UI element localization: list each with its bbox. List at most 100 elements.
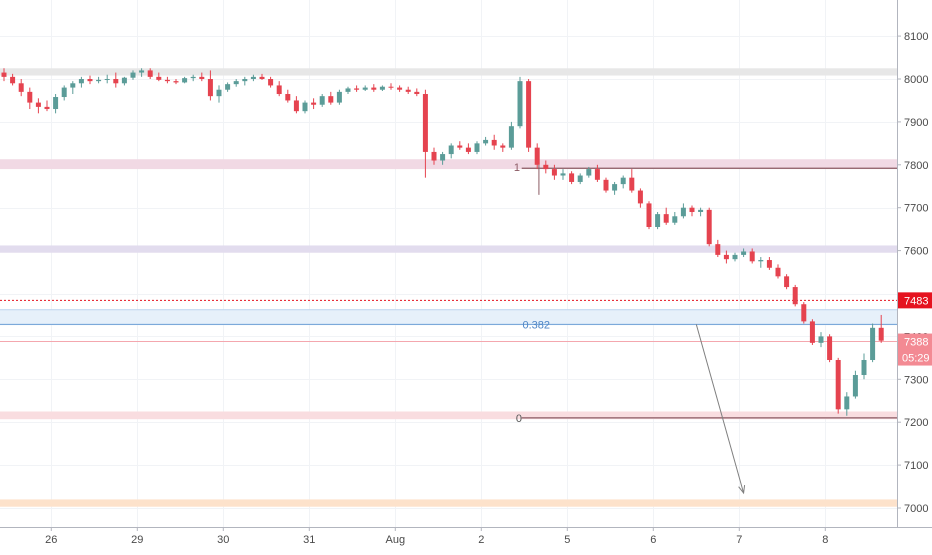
candle [474, 141, 480, 155]
candle [483, 136, 489, 146]
time-tick-label: 5 [564, 534, 570, 546]
candle [827, 334, 833, 363]
candle [749, 248, 755, 264]
candle-body [551, 169, 557, 176]
candle-body [749, 251, 755, 262]
candle [113, 72, 119, 88]
candle-body [603, 179, 609, 191]
candle [698, 207, 704, 217]
candle-body [483, 139, 489, 144]
countdown-label: 05:29 [902, 353, 930, 365]
candle [766, 257, 772, 270]
price-tick-label: 7200 [904, 417, 928, 429]
candle-body [827, 336, 833, 360]
candle [517, 76, 523, 129]
candle [844, 392, 850, 416]
candle-body [792, 287, 798, 305]
candle-body [405, 89, 411, 92]
candle-body [242, 79, 248, 82]
candle-body [207, 79, 213, 97]
candle [44, 100, 50, 112]
candle [388, 83, 394, 90]
candle [173, 79, 179, 85]
candle-body [517, 81, 523, 127]
time-tick-label: 6 [650, 534, 656, 546]
candle-body [706, 209, 712, 245]
candle [586, 166, 592, 178]
candle-body [663, 214, 669, 223]
price-axis[interactable]: 8100800079007800770076007400730072007100… [897, 31, 928, 515]
candle-body [319, 96, 325, 105]
candle [852, 370, 858, 399]
projection-arrow-line [695, 324, 745, 494]
price-tick-label: 8000 [904, 74, 928, 86]
candle-body [620, 177, 626, 185]
candle-body [216, 89, 222, 97]
candle-body [259, 76, 265, 79]
candle-body [784, 276, 790, 288]
candle [414, 88, 420, 97]
candle-body [104, 79, 110, 80]
candle-body [96, 79, 102, 82]
candle [629, 169, 635, 193]
candle [577, 173, 583, 185]
candle-body [835, 359, 841, 410]
candle-body [655, 214, 661, 228]
candle [801, 302, 807, 324]
candle [268, 76, 274, 88]
time-tick-label: Aug [386, 534, 406, 546]
time-tick-label: 8 [822, 534, 828, 546]
candle-body [233, 81, 239, 85]
candle-body [388, 86, 394, 88]
candle-body [732, 254, 738, 260]
candle-body [379, 86, 385, 90]
candle-body [801, 304, 807, 322]
candle [861, 353, 867, 380]
candle-body [78, 79, 84, 84]
time-axis[interactable]: 26 29 30 31 Aug 2 5 6 7 8 [45, 527, 828, 546]
candle-body [35, 102, 41, 107]
candle-body [543, 164, 549, 170]
candle [1, 68, 7, 82]
candle-body [302, 102, 308, 112]
candle [225, 82, 231, 92]
candle-body [715, 244, 721, 255]
candle-body [844, 396, 850, 410]
candle-body [61, 87, 67, 98]
candle-body [491, 139, 497, 146]
candle [259, 73, 265, 80]
candle-body [182, 78, 188, 83]
candle [405, 86, 411, 95]
fib-0382-label: 0.382 [522, 319, 550, 331]
candle [293, 96, 299, 114]
candle [792, 284, 798, 307]
time-tick-label: 2 [478, 534, 484, 546]
candle [655, 211, 661, 230]
candle [96, 76, 102, 84]
candle [302, 100, 308, 114]
candle [620, 175, 626, 189]
candle-body [422, 94, 428, 152]
candle [560, 169, 566, 180]
candle-body [870, 327, 876, 360]
candle [680, 203, 686, 219]
last-price-tag [898, 333, 932, 366]
candle-body [354, 88, 360, 90]
candle [156, 72, 162, 82]
candle-body [534, 147, 540, 165]
time-tick-label: 29 [131, 534, 143, 546]
candle-body [689, 207, 695, 212]
candle-body [139, 70, 145, 73]
candle-body [758, 260, 764, 262]
candle [345, 86, 351, 95]
candle-body [276, 85, 282, 95]
price-tick-label: 7700 [904, 203, 928, 215]
candle [354, 85, 360, 92]
alert-price-tag [898, 292, 932, 309]
candle-body [70, 83, 76, 88]
candle-body [130, 72, 136, 78]
candle [18, 79, 24, 97]
candle [199, 72, 205, 82]
candle-body [465, 147, 471, 152]
